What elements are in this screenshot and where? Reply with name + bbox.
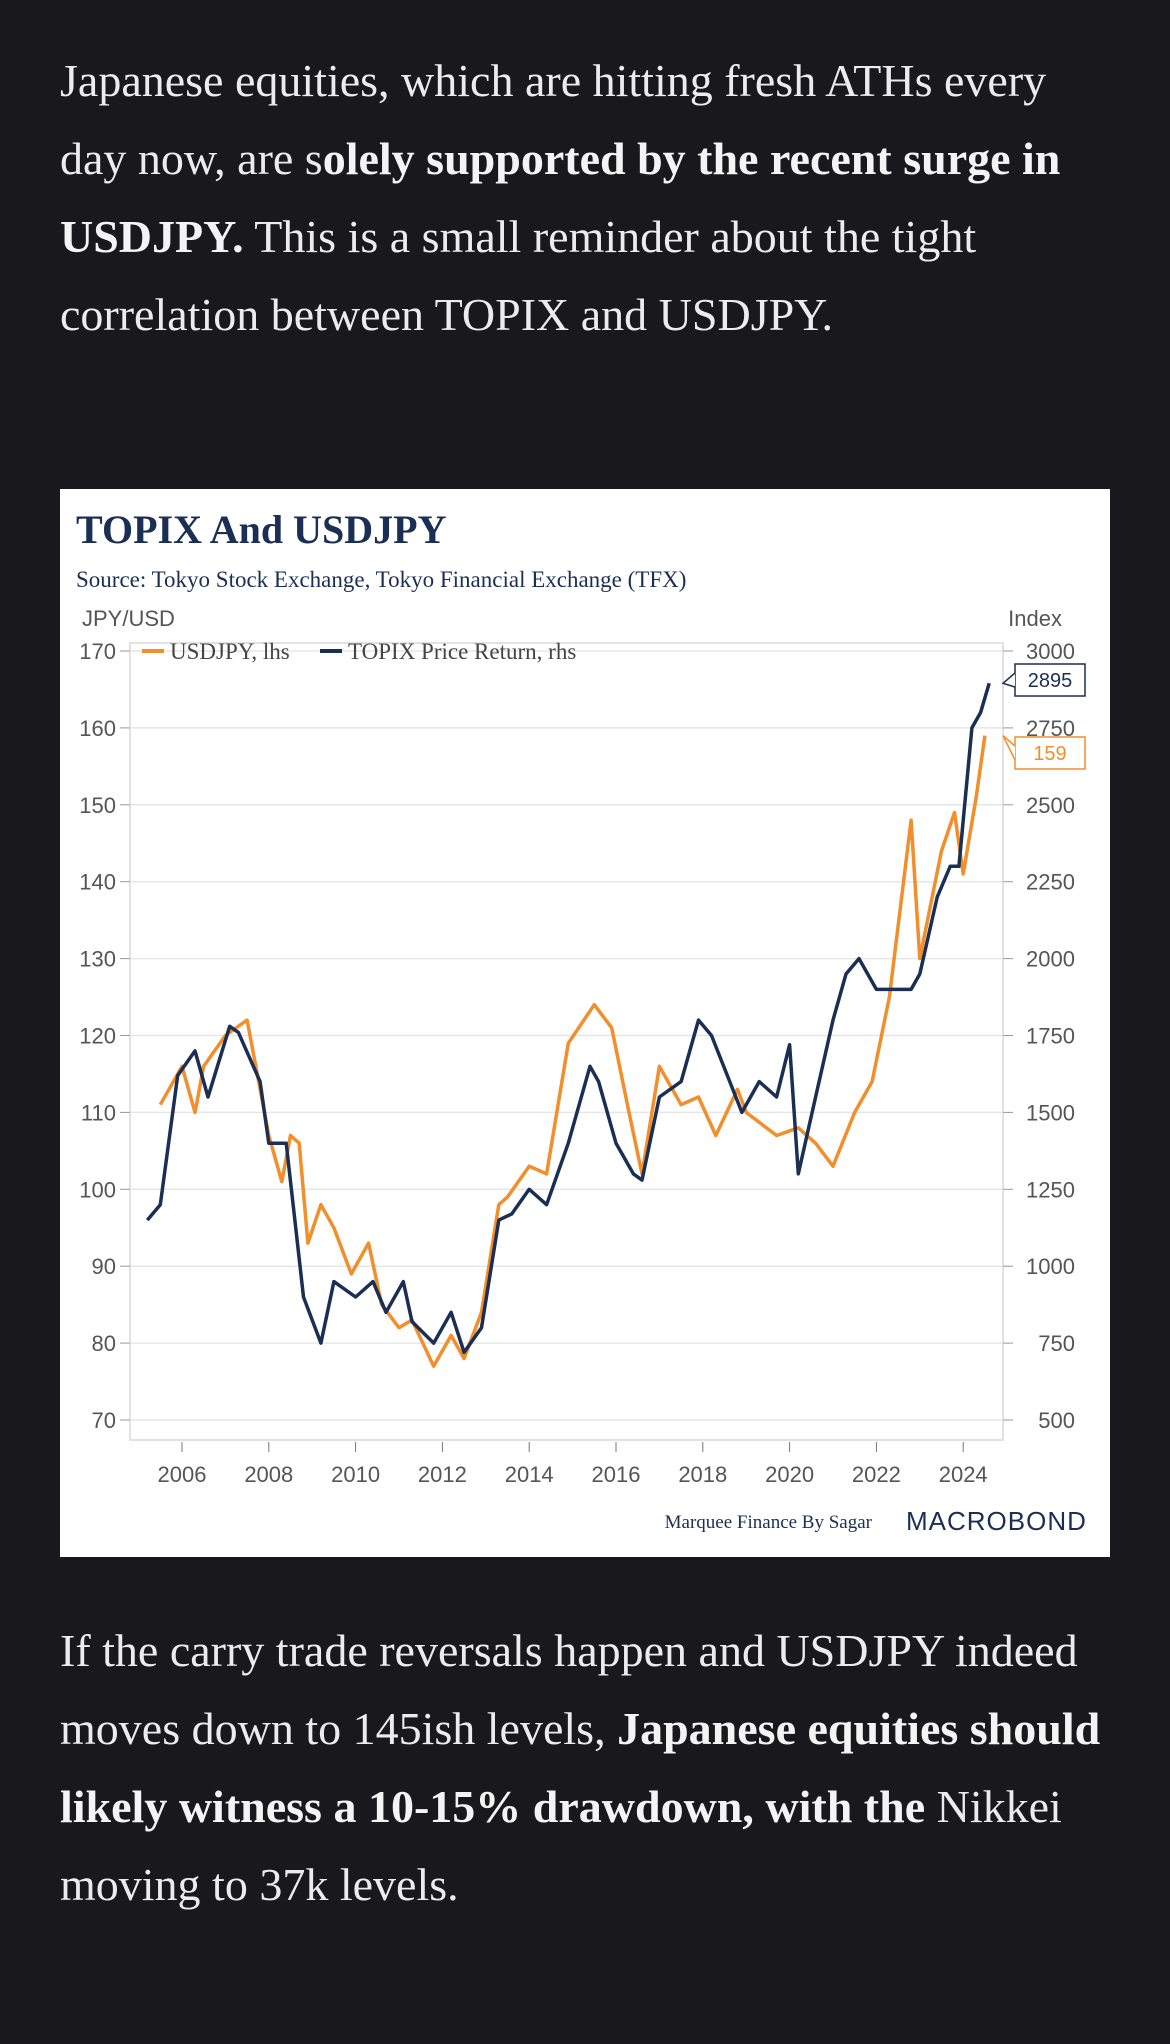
right-tick-label: 2250 [1026, 870, 1075, 895]
x-tick-label: 2010 [331, 1462, 380, 1487]
text: Nikkei moving to 37k levels. [60, 1781, 1062, 1910]
chart-title: TOPIX And USDJPY [76, 507, 447, 552]
x-tick-label: 2014 [505, 1462, 554, 1487]
chart-image: TOPIX And USDJPY Source: Tokyo Stock Exc… [60, 489, 1110, 1557]
conclusion-paragraph: If the carry trade reversals happen and … [60, 1612, 1120, 1924]
text: If the carry trade reversals happen and … [60, 1625, 1078, 1754]
right-tick-label: 1250 [1026, 1177, 1075, 1202]
left-tick-label: 160 [79, 716, 116, 741]
left-tick-label: 140 [79, 870, 116, 895]
bold-text: olely supported by the recent surge in U… [60, 133, 1061, 262]
right-tick-label: 1500 [1026, 1100, 1075, 1125]
topix-last-value: 2895 [1028, 670, 1073, 692]
left-tick-label: 170 [79, 639, 116, 664]
x-tick-label: 2024 [939, 1462, 988, 1487]
topix-pointer [1001, 672, 1016, 688]
text: This is a small reminder about the tight… [60, 211, 977, 340]
chart-subtitle: Source: Tokyo Stock Exchange, Tokyo Fina… [76, 567, 686, 592]
left-tick-label: 110 [81, 1100, 116, 1125]
topix-line [145, 682, 991, 1355]
macrobond-logo: MACROBOND [906, 1506, 1087, 1536]
legend: USDJPY, lhs TOPIX Price Return, rhs [142, 639, 576, 664]
x-tick-label: 2020 [765, 1462, 814, 1487]
x-tick-label: 2022 [852, 1462, 901, 1487]
right-tick-label: 750 [1038, 1331, 1075, 1356]
x-tick-label: 2006 [158, 1462, 207, 1487]
left-tick-label: 150 [79, 793, 116, 818]
footer-credit: Marquee Finance By Sagar [665, 1512, 873, 1533]
left-tick-label: 100 [79, 1177, 116, 1202]
bold-text: Japanese equities should likely witness … [60, 1703, 1101, 1832]
usdjpy-pointer [1002, 735, 1016, 761]
x-tick-label: 2008 [244, 1462, 293, 1487]
usdjpy-last-value-box [1014, 736, 1086, 770]
left-axis-label: JPY/USD [82, 606, 175, 631]
left-tick-label: 90 [92, 1254, 116, 1279]
right-tick-label: 500 [1038, 1408, 1075, 1433]
right-tick-label: 3000 [1026, 639, 1075, 664]
left-tick-label: 70 [92, 1408, 116, 1433]
right-tick-label: 2000 [1026, 947, 1075, 972]
x-tick-label: 2018 [678, 1462, 727, 1487]
legend-usdjpy: USDJPY, lhs [170, 639, 290, 664]
legend-topix: TOPIX Price Return, rhs [348, 639, 576, 664]
topix-last-value-box [1014, 663, 1086, 697]
right-tick-label: 1750 [1026, 1024, 1075, 1049]
right-axis-label: Index [1008, 606, 1062, 631]
right-tick-label: 1000 [1026, 1254, 1075, 1279]
text: Japanese equities, which are hitting fre… [60, 55, 1047, 184]
plot-frame [129, 642, 1004, 1441]
x-tick-label: 2016 [592, 1462, 641, 1487]
intro-paragraph: Japanese equities, which are hitting fre… [60, 42, 1120, 354]
left-tick-label: 120 [79, 1024, 116, 1049]
left-tick-label: 80 [92, 1331, 116, 1356]
chart-svg: TOPIX And USDJPY Source: Tokyo Stock Exc… [76, 507, 1087, 1536]
usdjpy-line [158, 735, 987, 1368]
right-tick-label: 2500 [1026, 793, 1075, 818]
usdjpy-last-value: 159 [1033, 743, 1066, 765]
x-tick-label: 2012 [418, 1462, 467, 1487]
left-tick-label: 130 [79, 947, 116, 972]
